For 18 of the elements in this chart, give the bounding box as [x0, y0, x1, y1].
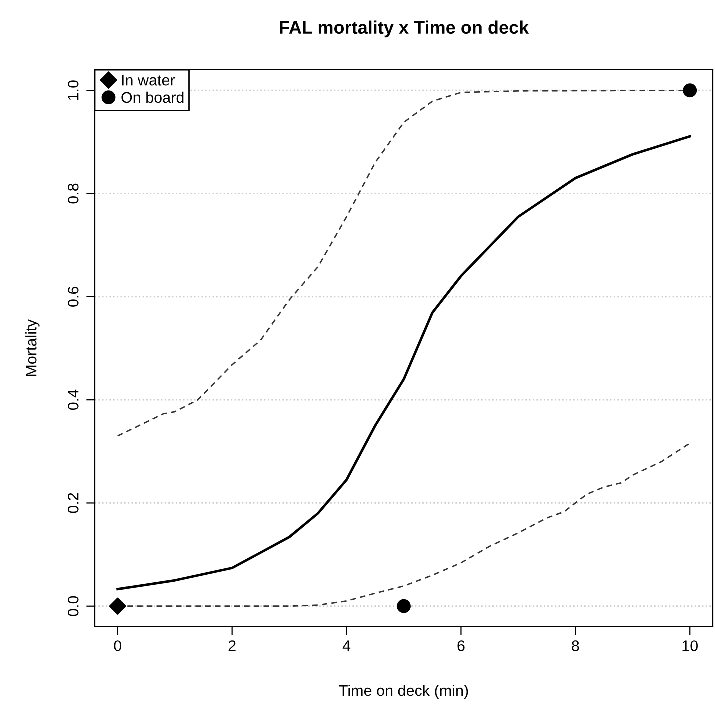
y-tick-label: 0.6: [68, 286, 79, 307]
y-tick-label: 0.0: [68, 596, 79, 616]
x-tick-label: 6: [458, 640, 465, 652]
x-tick-label: 2: [228, 640, 236, 652]
legend-label: On board: [122, 92, 184, 104]
x-tick-label: 0: [114, 640, 122, 652]
y-tick-label: 1.0: [68, 80, 79, 100]
line-series: [116, 135, 692, 591]
y-tick-label: 0.8: [68, 184, 79, 204]
y-tick-label: 0.2: [68, 493, 79, 514]
y-tick-label: 0.4: [68, 390, 79, 410]
x-tick-label: 10: [682, 640, 698, 652]
y-axis-title: Mortality: [26, 320, 40, 376]
x-axis-title: Time on deck (min): [339, 684, 468, 700]
x-tick-label: 4: [342, 640, 351, 652]
legend-label: In water: [122, 75, 176, 86]
chart-title: FAL mortality x Time on deck: [280, 20, 530, 38]
x-tick-label: 8: [572, 640, 580, 652]
